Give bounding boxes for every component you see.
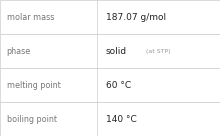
Text: 140 °C: 140 °C bbox=[106, 115, 136, 123]
Text: 60 °C: 60 °C bbox=[106, 81, 131, 89]
Text: molar mass: molar mass bbox=[7, 13, 54, 21]
Text: solid: solid bbox=[106, 47, 127, 55]
Text: boiling point: boiling point bbox=[7, 115, 57, 123]
Bar bbox=[0, 102, 220, 136]
Bar bbox=[0, 0, 220, 34]
Text: 187.07 g/mol: 187.07 g/mol bbox=[106, 13, 166, 21]
Text: (at STP): (at STP) bbox=[146, 49, 171, 53]
Bar bbox=[0, 34, 220, 68]
Bar bbox=[0, 68, 220, 102]
Text: melting point: melting point bbox=[7, 81, 60, 89]
Text: phase: phase bbox=[7, 47, 31, 55]
